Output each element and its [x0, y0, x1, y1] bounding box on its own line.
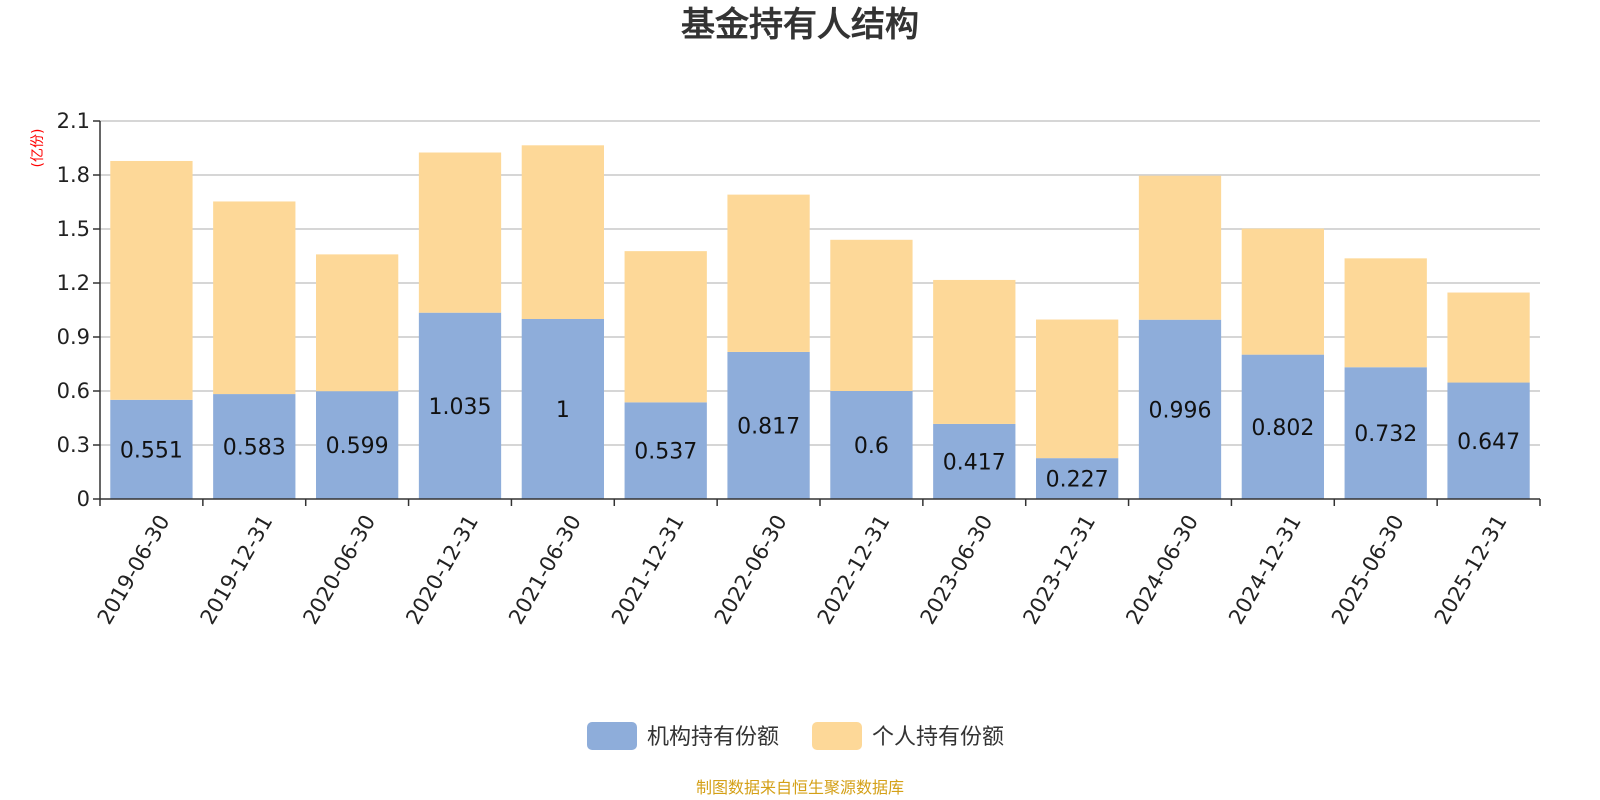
data-label-institutional-2025-06-30: 0.732 [1354, 422, 1417, 447]
data-label-institutional-2019-06-30: 0.551 [120, 438, 183, 463]
x-tick-label-2022-06-30: 2022-06-30 [710, 511, 792, 629]
data-label-institutional-2021-12-31: 0.537 [634, 440, 697, 465]
y-axis-unit: (亿份) [30, 129, 46, 168]
bar-institutional-2022-12-31 [830, 391, 913, 499]
bar-individual-2023-06-30 [933, 279, 1016, 424]
x-tick-label-2025-06-30: 2025-06-30 [1327, 511, 1409, 629]
bar-individual-2024-06-30 [1138, 175, 1222, 320]
legend-swatch-institutional[interactable] [587, 722, 637, 750]
bar-institutional-2024-12-31 [1241, 354, 1324, 499]
x-tick-label-2024-06-30: 2024-06-30 [1121, 511, 1203, 629]
x-tick-label-2020-06-30: 2020-06-30 [298, 511, 380, 629]
y-tick-label-0: 0 [77, 487, 90, 511]
y-tick-label-6: 1.8 [57, 163, 90, 187]
x-tick-label-2021-06-30: 2021-06-30 [504, 511, 586, 629]
bar-institutional-2022-06-30 [727, 351, 810, 499]
legend-label-institutional[interactable]: 机构持有份额 [647, 725, 779, 750]
x-tick-label-2019-12-31: 2019-12-31 [196, 511, 278, 629]
bar-individual-2023-12-31 [1036, 319, 1119, 459]
legend-label-individual[interactable]: 个人持有份额 [872, 725, 1004, 750]
data-labels: 0.551 0.583 0.599 1.035 1 0.537 0.817 0.6 0.417 0… [120, 395, 1520, 493]
bar-institutional-2023-12-31 [1036, 458, 1119, 499]
bar-institutional-2024-06-30 [1138, 319, 1222, 499]
bar-individual-2025-12-31 [1447, 292, 1530, 383]
data-label-institutional-2020-12-31: 1.035 [429, 395, 492, 420]
x-tick-label-2020-12-31: 2020-12-31 [401, 511, 483, 629]
y-tick-label-7: 2.1 [57, 109, 90, 133]
y-tick-label-4: 1.2 [57, 271, 90, 295]
bar-individual-2020-12-31 [418, 152, 502, 313]
bar-institutional-2025-06-30 [1344, 367, 1427, 499]
data-label-institutional-2023-06-30: 0.417 [943, 450, 1006, 475]
data-label-institutional-2022-12-31: 0.6 [854, 434, 889, 459]
data-label-institutional-2022-06-30: 0.817 [737, 414, 800, 439]
axes [93, 120, 1541, 506]
data-label-institutional-2019-12-31: 0.583 [223, 436, 286, 461]
bar-individual-2021-06-30 [521, 145, 604, 319]
bar-individual-2019-12-31 [213, 201, 296, 395]
y-tick-label-1: 0.3 [57, 433, 90, 457]
bars [110, 145, 1530, 499]
data-label-institutional-2025-12-31: 0.647 [1457, 430, 1520, 455]
x-tick-label-2021-12-31: 2021-12-31 [607, 511, 689, 629]
bar-institutional-2025-12-31 [1447, 382, 1530, 499]
data-label-institutional-2020-06-30: 0.599 [326, 434, 389, 459]
bar-individual-2019-06-30 [110, 160, 193, 400]
data-label-institutional-2021-06-30: 1 [556, 398, 570, 423]
x-tick-label-2022-12-31: 2022-12-31 [813, 511, 895, 629]
data-source-note: 制图数据来自恒生聚源数据库 [696, 778, 904, 797]
bar-individual-2021-12-31 [624, 251, 707, 403]
data-label-institutional-2024-06-30: 0.996 [1149, 398, 1212, 423]
legend-swatch-individual[interactable] [812, 722, 862, 750]
chart-title: 基金持有人结构 [681, 5, 919, 45]
x-tick-label-2024-12-31: 2024-12-31 [1224, 511, 1306, 629]
data-label-institutional-2024-12-31: 0.802 [1251, 416, 1314, 441]
bar-institutional-2021-12-31 [624, 402, 707, 499]
bar-institutional-2021-06-30 [521, 319, 604, 499]
x-tick-label-2023-06-30: 2023-06-30 [916, 511, 998, 629]
bar-institutional-2019-12-31 [213, 394, 296, 499]
y-tick-label-5: 1.5 [57, 217, 90, 241]
x-tick-label-2025-12-31: 2025-12-31 [1430, 511, 1512, 629]
bar-individual-2020-06-30 [316, 254, 399, 392]
bar-individual-2025-06-30 [1344, 258, 1427, 368]
y-tick-label-3: 0.9 [57, 325, 90, 349]
bar-institutional-2020-06-30 [316, 391, 399, 499]
data-label-institutional-2023-12-31: 0.227 [1046, 468, 1109, 493]
bar-institutional-2019-06-30 [110, 399, 193, 499]
bar-individual-2024-12-31 [1241, 228, 1324, 355]
bar-individual-2022-06-30 [727, 194, 810, 352]
bar-institutional-2020-12-31 [418, 312, 502, 499]
x-tick-label-2019-06-30: 2019-06-30 [93, 511, 175, 629]
bar-institutional-2023-06-30 [933, 423, 1016, 499]
y-tick-label-2: 0.6 [57, 379, 90, 403]
x-tick-label-2023-12-31: 2023-12-31 [1018, 511, 1100, 629]
legend[interactable]: 机构持有份额 个人持有份额 [587, 722, 1004, 750]
bar-individual-2022-12-31 [830, 239, 913, 391]
